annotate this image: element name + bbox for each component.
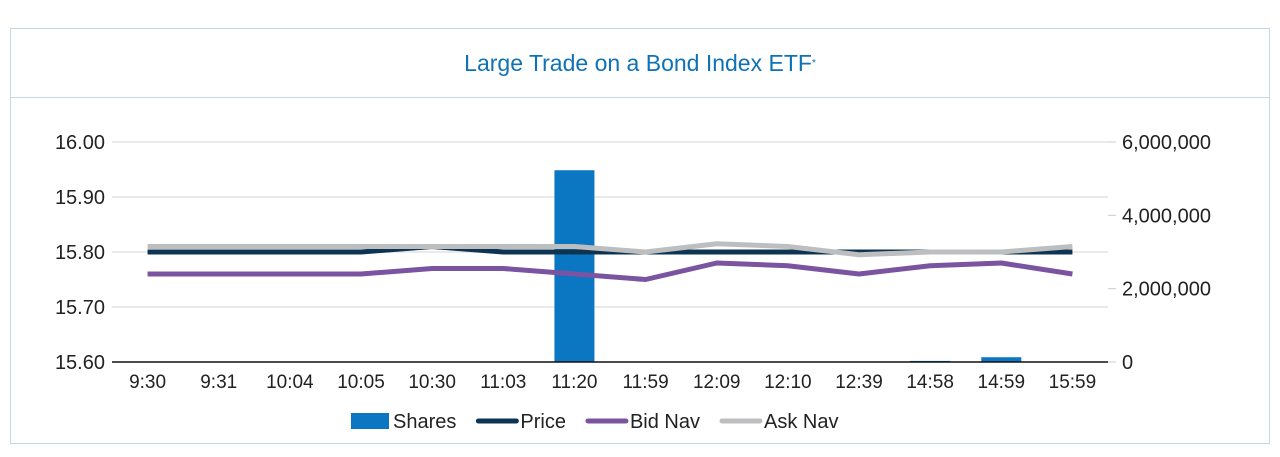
x-tick-label: 12:39 — [835, 372, 883, 393]
left-tick-label: 15.70 — [55, 297, 105, 319]
legend-label: Ask Nav — [764, 411, 838, 433]
left-tick-label: 15.80 — [55, 242, 105, 264]
title-footnote-mark: * — [811, 57, 816, 69]
bar-shares — [981, 357, 1022, 362]
line-ask-nav — [147, 241, 1073, 258]
x-tick-label: 15:59 — [1049, 372, 1097, 393]
x-tick-label: 10:30 — [408, 372, 456, 393]
x-tick-label: 11:20 — [551, 372, 597, 393]
x-tick-label: 9:30 — [129, 372, 166, 393]
right-tick-label: 0 — [1122, 352, 1133, 374]
left-tick-label: 15.60 — [55, 352, 105, 374]
legend-label: Price — [520, 411, 566, 433]
chart-frame: Large Trade on a Bond Index ETF * — [10, 28, 1270, 444]
legend-label: Bid Nav — [630, 411, 700, 433]
x-tick-label: 12:10 — [764, 372, 812, 393]
chart-title: Large Trade on a Bond Index ETF * — [11, 29, 1269, 98]
x-tick-label: 14:58 — [906, 372, 954, 393]
right-tick-label: 6,000,000 — [1122, 132, 1211, 154]
chart-title-text: Large Trade on a Bond Index ETF — [464, 49, 812, 76]
legend-swatch — [351, 413, 389, 429]
x-tick-label: 12:09 — [693, 372, 741, 393]
legend-label: Shares — [393, 411, 456, 433]
bar-shares — [554, 170, 595, 362]
left-tick-label: 16.00 — [55, 132, 105, 154]
x-tick-label: 9:31 — [200, 372, 237, 393]
x-tick-label: 14:59 — [978, 372, 1026, 393]
x-tick-label: 10:04 — [266, 372, 314, 393]
x-tick-label: 11:59 — [623, 372, 669, 393]
right-tick-label: 4,000,000 — [1122, 205, 1211, 227]
line-bid-nav — [147, 260, 1073, 282]
x-tick-label: 10:05 — [337, 372, 385, 393]
x-tick-label: 11:03 — [480, 372, 526, 393]
right-tick-label: 2,000,000 — [1122, 279, 1211, 301]
left-tick-label: 15.90 — [55, 187, 105, 209]
